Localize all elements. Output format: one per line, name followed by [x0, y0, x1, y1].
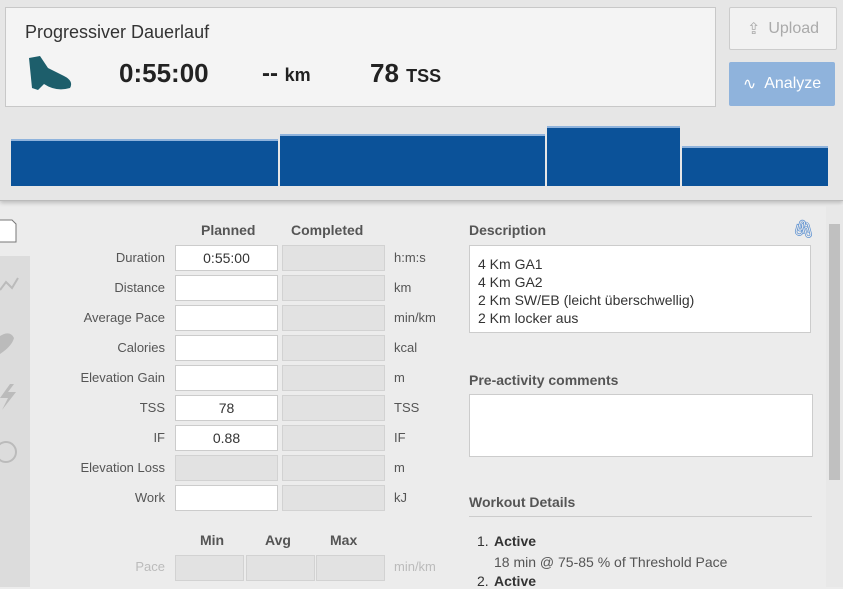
title: Progressiver Dauerlauf — [25, 22, 210, 42]
duration: 0:55:00 — [119, 58, 209, 88]
unit: kJ — [394, 490, 407, 505]
tss-unit: TSS — [406, 66, 442, 86]
completed-input — [282, 425, 385, 451]
completed-input — [282, 305, 385, 331]
field-label: TSS — [139, 400, 165, 415]
analyze-label: Analyze — [764, 75, 822, 92]
field-label: Elevation Loss — [80, 460, 165, 475]
unit: h:m:s — [394, 250, 426, 265]
field-label: Average Pace — [83, 310, 165, 325]
pace-label: Pace — [135, 559, 165, 574]
tss: 78 — [370, 58, 399, 88]
completed-input — [282, 275, 385, 301]
unit: m — [394, 370, 405, 385]
distance-unit: km — [284, 65, 311, 85]
planned-input[interactable]: 0.88 — [175, 425, 278, 451]
completed-input — [282, 335, 385, 361]
completed-input — [282, 485, 385, 511]
unit: km — [394, 280, 412, 295]
completed-input — [282, 245, 385, 271]
workout-details-title: Workout Details — [469, 494, 576, 510]
description-line: 2 Km locker aus — [478, 310, 579, 326]
description-box[interactable]: 4 Km GA1 4 Km GA2 2 Km SW/EB (leicht übers… — [469, 245, 811, 333]
min-header: Min — [200, 532, 225, 548]
sidebar — [0, 256, 30, 587]
field-label: Elevation Gain — [80, 370, 165, 385]
completed-input — [282, 455, 385, 481]
field-label: Calories — [117, 340, 165, 355]
step-name: Active — [494, 533, 537, 549]
unit: m — [394, 460, 405, 475]
max-header: Max — [330, 532, 358, 548]
planned-input[interactable]: 78 — [175, 395, 278, 421]
pre-activity-box[interactable] — [469, 394, 813, 457]
upload-button[interactable]: ⇪ Upload — [729, 7, 837, 50]
description-line: 2 Km SW/EB (leicht überschwellig) — [478, 292, 695, 308]
completed-input — [282, 395, 385, 421]
pace-min — [175, 555, 244, 581]
completed-header: Completed — [291, 222, 364, 238]
planned-input[interactable]: 0:55:00 — [175, 245, 278, 271]
completed-input — [282, 365, 385, 391]
shoe-icon — [29, 56, 72, 90]
step-number: 1. — [477, 533, 489, 549]
field-label: Work — [134, 490, 165, 505]
pace-unit: min/km — [394, 559, 436, 574]
scrollbar[interactable] — [826, 206, 843, 587]
pace-max — [316, 555, 385, 581]
planned-input[interactable] — [175, 365, 278, 391]
unit: TSS — [394, 400, 420, 415]
planned-input[interactable] — [175, 305, 278, 331]
avg-header: Avg — [265, 532, 291, 548]
planned-input — [175, 455, 278, 481]
analyze-button[interactable]: ∿ Analyze — [729, 62, 835, 106]
planned-input[interactable] — [175, 485, 278, 511]
step-number: 2. — [477, 573, 489, 589]
step-name: Active — [494, 573, 537, 589]
unit: IF — [394, 430, 406, 445]
step-detail: 18 min @ 75-85 % of Threshold Pace — [494, 554, 728, 570]
workout-profile — [11, 126, 828, 186]
pre-activity-title: Pre-activity comments — [469, 372, 619, 388]
distance: -- — [262, 60, 278, 87]
unit: kcal — [394, 340, 418, 355]
description-line: 4 Km GA2 — [478, 274, 543, 290]
planned-input[interactable] — [175, 335, 278, 361]
field-label: Distance — [114, 280, 165, 295]
field-label: IF — [153, 430, 165, 445]
attach-icon[interactable]: 🖇 — [792, 219, 815, 239]
unit: min/km — [394, 310, 436, 325]
planned-header: Planned — [201, 222, 256, 238]
field-label: Duration — [115, 250, 165, 265]
upload-label: Upload — [768, 19, 820, 37]
sidebar-icons — [0, 219, 19, 463]
description-title: Description — [469, 222, 547, 238]
pace-avg — [246, 555, 315, 581]
planned-input[interactable] — [175, 275, 278, 301]
description-line: 4 Km GA1 — [478, 256, 543, 272]
header-area: Progressiver Dauerlauf 0:55:00 -- km 78 … — [0, 0, 843, 201]
divider — [469, 516, 812, 517]
summary-box: Progressiver Dauerlauf 0:55:00 -- km 78 … — [5, 7, 716, 107]
